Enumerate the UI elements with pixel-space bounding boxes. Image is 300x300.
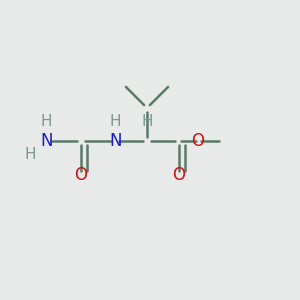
- Text: H: H: [141, 114, 153, 129]
- Text: O: O: [74, 167, 88, 184]
- Text: N: N: [109, 132, 122, 150]
- Text: O: O: [191, 132, 205, 150]
- Text: H: H: [24, 147, 36, 162]
- Text: H: H: [41, 114, 52, 129]
- Text: N: N: [40, 132, 53, 150]
- Text: H: H: [110, 114, 121, 129]
- Text: O: O: [172, 167, 185, 184]
